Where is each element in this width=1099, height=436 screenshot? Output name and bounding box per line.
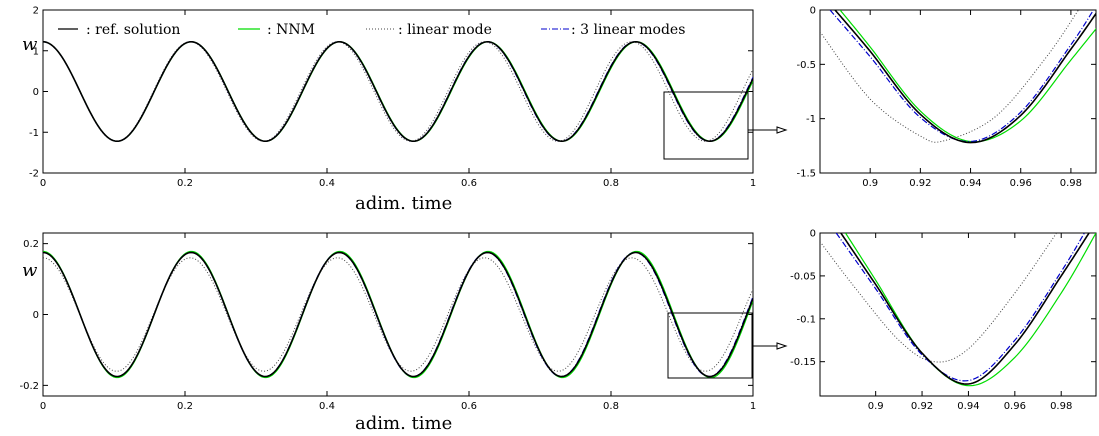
x-tick-label: 0.96 [1004, 401, 1026, 412]
x-tick-labels: 0 0.2 0.4 0.6 0.8 1 [40, 10, 756, 189]
series-line-ref-solution [840, 233, 1090, 385]
y-tick-label: -1 [29, 128, 39, 139]
y-tick-labels: 0 -0.05 -0.1 -0.15 [790, 229, 1096, 368]
legend-label-nnm: : NNM [267, 22, 315, 38]
y-tick-label: -0.2 [19, 381, 39, 392]
x-tick-label: 0.94 [957, 401, 979, 412]
arrow-head [776, 342, 788, 350]
x-tick-label: 0.98 [1050, 401, 1072, 412]
x-tick-label: 0.94 [959, 178, 981, 189]
x-tick-labels: 0.9 0.92 0.94 0.96 0.98 [862, 10, 1082, 189]
series-line-ref-solution [834, 10, 1096, 144]
y-tick-label: 0 [810, 6, 816, 17]
x-tick-label: 0.8 [603, 178, 619, 189]
x-tick-label: 0 [40, 401, 46, 412]
plot-frame [819, 232, 1097, 397]
x-tick-label: 0.4 [319, 178, 335, 189]
y-tick-label: 2 [33, 6, 39, 17]
panel-bottom-zoom: 0 -0.05 -0.1 -0.15 0.9 0.92 0.94 0.96 0.98 [790, 229, 1097, 412]
y-tick-labels: 0 -0.5 -1 -1.5 [796, 6, 1096, 180]
x-tick-label: 0.6 [461, 401, 477, 412]
x-tick-label: 0.9 [862, 178, 878, 189]
series-line-linear-mode [43, 257, 753, 372]
plot-frame [42, 232, 754, 397]
plot-frame [42, 9, 754, 174]
legend: : ref. solution : NNM : linear mode : 3 … [58, 22, 685, 38]
series-line-nnm [839, 10, 1096, 143]
x-tick-label: 0.9 [868, 401, 884, 412]
y-tick-label: -0.15 [790, 357, 816, 368]
x-tick-labels: 0 0.2 0.4 0.6 0.8 1 [40, 233, 756, 412]
x-tick-label: 0.92 [909, 178, 931, 189]
zoom-box [663, 91, 749, 160]
y-tick-label: -0.1 [796, 314, 816, 325]
panel-top-main: 2 1 0 -1 -2 0 0.2 0.4 0.6 0.8 1 w adim. time [22, 6, 788, 214]
series-line-3-linear-modes [835, 233, 1085, 382]
y-tick-label: 0 [33, 310, 39, 321]
series-line-nnm [845, 233, 1096, 387]
y-tick-label: 0.2 [23, 239, 39, 250]
series-line-ref-solution [43, 251, 753, 378]
plot-frame [819, 9, 1097, 174]
y-axis-label: w [22, 34, 38, 55]
y-tick-label: -0.5 [796, 60, 816, 71]
panel-bottom-main: 0.20-0.2 0 0.2 0.4 0.6 0.8 1 w adim. time [19, 232, 788, 434]
y-tick-label: -0.05 [790, 271, 816, 282]
x-tick-label: 0.98 [1060, 178, 1082, 189]
x-tick-label: 0.4 [319, 401, 335, 412]
y-tick-label: 1 [33, 46, 39, 57]
x-tick-label: 1 [750, 401, 756, 412]
panel-top-zoom: 0 -0.5 -1 -1.5 0.9 0.92 0.94 0.96 0.98 [796, 6, 1097, 189]
series-line-ref-solution [43, 40, 753, 143]
x-tick-label: 0.2 [177, 401, 193, 412]
y-tick-label: 0 [33, 87, 39, 98]
arrow-head [776, 126, 788, 134]
legend-label-3modes: : 3 linear modes [571, 22, 685, 38]
y-tick-labels: 2 1 0 -1 -2 [29, 6, 753, 180]
y-tick-label: -2 [29, 169, 39, 180]
series-lines [820, 233, 1096, 387]
legend-label-linear: : linear mode [398, 22, 492, 38]
x-axis-label: adim. time [355, 193, 452, 214]
x-tick-label: 0.2 [177, 178, 193, 189]
y-tick-label: -1.5 [796, 169, 816, 180]
x-tick-label: 1 [750, 178, 756, 189]
series-lines [43, 250, 753, 379]
series-line-linear-mode [820, 10, 1079, 143]
y-tick-label: 0 [810, 229, 816, 240]
x-tick-labels: 0.9 0.92 0.94 0.96 0.98 [868, 233, 1072, 412]
x-axis-label: adim. time [355, 413, 452, 434]
series-lines [820, 10, 1096, 144]
y-tick-labels: 0.2 0 -0.2 [19, 239, 753, 392]
legend-label-ref: : ref. solution [86, 22, 180, 38]
x-tick-label: 0.96 [1010, 178, 1032, 189]
x-tick-label: 0 [40, 178, 46, 189]
y-tick-label: -1 [806, 114, 816, 125]
y-axis-label: w [22, 260, 38, 281]
x-tick-label: 0.6 [461, 178, 477, 189]
series-lines [43, 40, 753, 143]
x-tick-label: 0.8 [603, 401, 619, 412]
x-tick-label: 0.92 [911, 401, 933, 412]
